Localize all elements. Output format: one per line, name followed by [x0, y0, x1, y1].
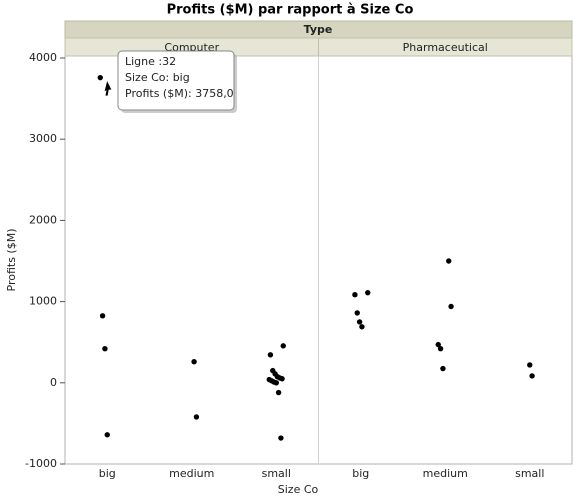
- tooltip-line: Ligne :32: [125, 55, 176, 68]
- point: [99, 313, 106, 319]
- point: [354, 310, 360, 316]
- panel-label: Pharmaceutical: [403, 41, 488, 54]
- point: [356, 319, 363, 325]
- y-tick-label: -1000: [25, 457, 57, 470]
- tooltip-line: Profits ($M): 3758,0: [125, 87, 234, 100]
- cursor: [103, 78, 113, 97]
- tooltip-line: Size Co: big: [125, 71, 190, 84]
- x-tick-label: medium: [423, 467, 468, 480]
- x-axis-label: Size Co: [278, 483, 319, 496]
- point: [279, 376, 285, 382]
- x-tick-label: medium: [169, 467, 214, 480]
- point: [435, 341, 441, 348]
- y-tick-label: 3000: [29, 132, 57, 145]
- panel-header: [318, 37, 573, 57]
- point: [97, 74, 103, 81]
- y-tick-label: 1000: [29, 295, 57, 308]
- facet-label: Type: [304, 23, 333, 36]
- point: [273, 380, 279, 386]
- point: [448, 303, 454, 310]
- point: [359, 324, 365, 330]
- point: [102, 345, 108, 352]
- x-tick-label: big: [352, 467, 369, 480]
- point: [446, 258, 452, 264]
- point: [440, 365, 446, 372]
- tooltip: Ligne :32 Size Co: big Profits ($M): 3758,…: [103, 50, 237, 113]
- y-tick-label: 2000: [29, 213, 57, 226]
- point: [365, 289, 371, 296]
- x-tick-label: small: [262, 467, 291, 480]
- point: [191, 358, 197, 365]
- y-axis-label: Profits ($M): [5, 229, 18, 292]
- point: [529, 373, 535, 379]
- chart-title: Profits ($M) par rapport à Size Co: [167, 3, 414, 18]
- point: [104, 432, 110, 438]
- y-tick-label: 4000: [29, 51, 57, 64]
- point: [527, 362, 533, 368]
- tooltip-box: [117, 50, 235, 111]
- point: [280, 343, 286, 349]
- x-tick-label: big: [99, 467, 116, 480]
- point: [278, 435, 284, 441]
- point: [193, 414, 200, 420]
- point: [267, 352, 274, 358]
- x-tick-label: small: [515, 467, 544, 480]
- point: [275, 389, 282, 396]
- point: [352, 291, 358, 298]
- point: [437, 345, 444, 352]
- y-tick-label: 0: [50, 376, 57, 389]
